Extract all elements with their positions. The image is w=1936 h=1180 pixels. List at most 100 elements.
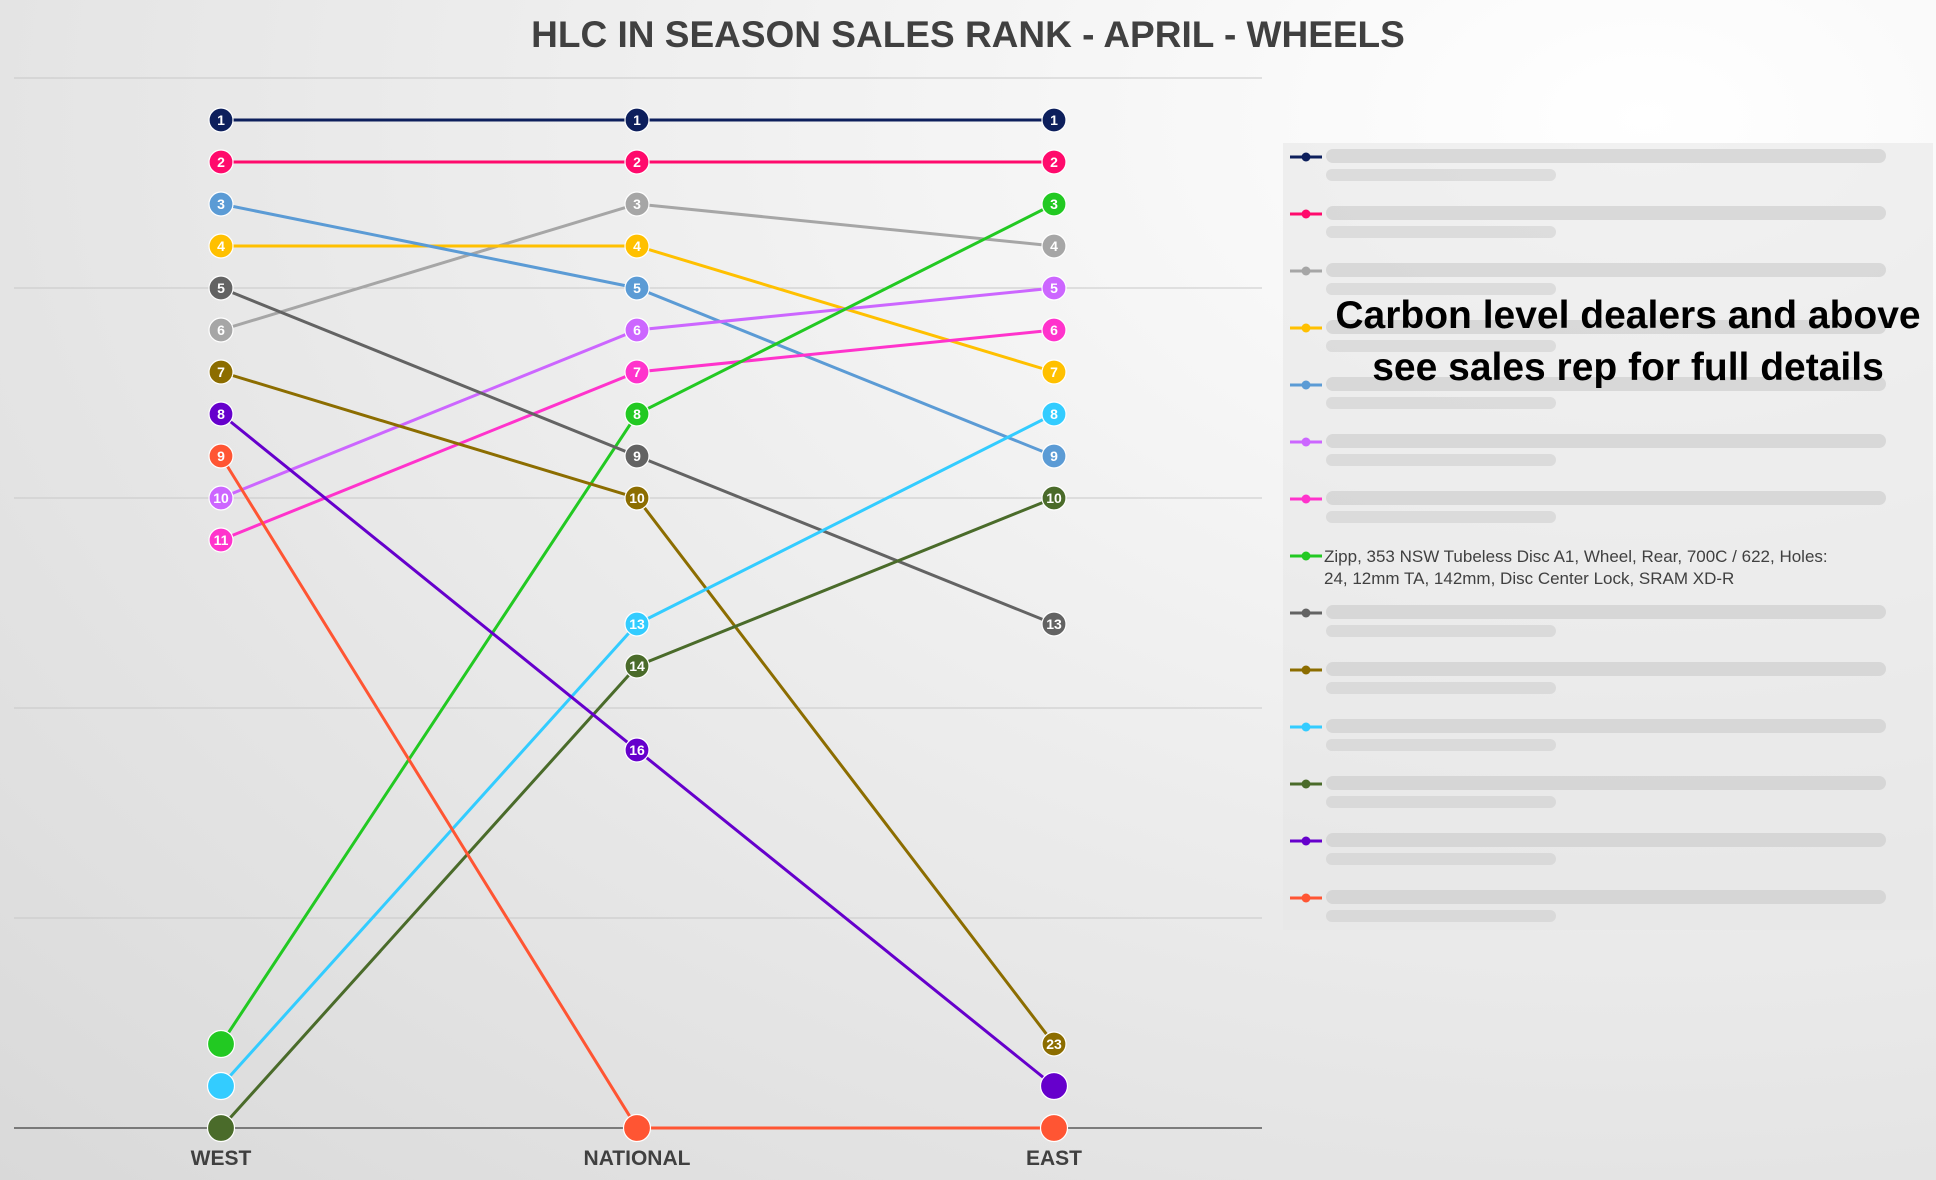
- data-label: 5: [1050, 280, 1058, 296]
- data-point: [1041, 443, 1067, 469]
- legend-entry-blurred: [1326, 910, 1556, 922]
- data-label: 6: [633, 322, 641, 338]
- legend-entry-blurred: [1326, 890, 1886, 904]
- data-point: [1041, 191, 1067, 217]
- data-label: 1: [1050, 112, 1058, 128]
- data-label: 8: [633, 406, 641, 422]
- data-label: 5: [633, 280, 641, 296]
- legend-entry-blurred: [1326, 377, 1886, 391]
- legend-entry-blurred: [1326, 340, 1556, 352]
- data-point: [624, 611, 650, 637]
- legend-marker-dot: [1301, 779, 1311, 789]
- data-label: 9: [217, 448, 225, 464]
- category-axis: WEST NATIONAL EAST: [191, 1147, 1083, 1170]
- data-point: [624, 737, 650, 763]
- data-label: 7: [633, 364, 641, 380]
- category-label: NATIONAL: [584, 1147, 691, 1170]
- data-point: [624, 443, 650, 469]
- overlay-line-2: see sales rep for full details: [1372, 346, 1884, 389]
- data-point: [208, 233, 234, 259]
- data-point: [624, 191, 650, 217]
- data-label: 1: [633, 112, 641, 128]
- legend-marker-dot: [1301, 722, 1311, 732]
- legend-entry-blurred: [1326, 434, 1886, 448]
- data-point: [624, 359, 650, 385]
- legend-entry-blurred: [1326, 263, 1886, 277]
- legend-entry-blurred: [1326, 169, 1556, 181]
- legend-marker-dot: [1301, 266, 1311, 276]
- data-point: [624, 149, 650, 175]
- category-label: EAST: [1026, 1147, 1082, 1170]
- legend-entry-blurred: [1326, 397, 1556, 409]
- legend-entry-blurred: [1326, 454, 1556, 466]
- data-point: [1041, 317, 1067, 343]
- legend-marker-dot: [1301, 551, 1311, 561]
- data-point: [1041, 401, 1067, 427]
- data-point: [208, 275, 234, 301]
- data-point: [624, 401, 650, 427]
- legend-marker-dot: [1301, 209, 1311, 219]
- data-point: [1041, 149, 1067, 175]
- data-point: [1039, 1071, 1069, 1101]
- data-point: [208, 527, 234, 553]
- legend-marker-dot: [1301, 494, 1311, 504]
- legend-entry-blurred: [1326, 719, 1886, 733]
- legend-entry-blurred: [1326, 625, 1556, 637]
- data-label: 10: [213, 490, 229, 506]
- data-label: 3: [633, 196, 641, 212]
- data-point: [1041, 611, 1067, 637]
- legend-entry-blurred: [1326, 283, 1556, 295]
- legend-entry-blurred: [1326, 320, 1886, 334]
- data-label: 16: [629, 742, 645, 758]
- legend-entry-blurred: [1326, 206, 1886, 220]
- series-line: [219, 455, 1054, 1130]
- data-point: [624, 485, 650, 511]
- data-label: 2: [217, 154, 225, 170]
- legend-marker-dot: [1301, 665, 1311, 675]
- data-label: 10: [629, 490, 645, 506]
- legend-entry-blurred: [1326, 491, 1886, 505]
- data-label: 11: [214, 532, 229, 548]
- legend-entry-blurred: [1326, 853, 1556, 865]
- data-label: 4: [1050, 238, 1058, 254]
- legend-entry-blurred: [1326, 662, 1886, 676]
- data-point: [624, 107, 650, 133]
- data-label: 8: [217, 406, 225, 422]
- data-point: [624, 233, 650, 259]
- legend-entry: Zipp, 353 NSW Tubeless Disc A1, Wheel, R…: [1324, 547, 1828, 588]
- legend-marker-dot: [1301, 437, 1311, 447]
- data-label: 5: [217, 280, 225, 296]
- data-point: [1041, 485, 1067, 511]
- overlay-line-1: Carbon level dealers and above: [1335, 294, 1920, 337]
- data-point: [206, 1113, 236, 1143]
- data-point: [624, 317, 650, 343]
- data-label: 3: [1050, 196, 1058, 212]
- data-label: 13: [629, 616, 645, 632]
- legend: Zipp, 353 NSW Tubeless Disc A1, Wheel, R…: [1290, 149, 1886, 922]
- legend-entry-blurred: [1326, 226, 1556, 238]
- legend-marker-dot: [1301, 608, 1311, 618]
- data-label: 2: [1050, 154, 1058, 170]
- category-label: WEST: [191, 1147, 252, 1170]
- data-point: [208, 149, 234, 175]
- data-label: 9: [633, 448, 641, 464]
- series-line: [221, 244, 1055, 374]
- data-point: [1039, 1113, 1069, 1143]
- data-point: [208, 317, 234, 343]
- data-label: 13: [1046, 616, 1062, 632]
- legend-marker-dot: [1301, 893, 1311, 903]
- data-label: 3: [217, 196, 225, 212]
- legend-marker-dot: [1301, 836, 1311, 846]
- legend-entry-blurred: [1326, 833, 1886, 847]
- legend-marker-dot: [1301, 323, 1311, 333]
- data-point: [1041, 275, 1067, 301]
- data-point: [206, 1029, 236, 1059]
- data-label: 6: [1050, 322, 1058, 338]
- legend-marker-dot: [1301, 380, 1311, 390]
- data-label: 2: [633, 154, 641, 170]
- data-point: [1041, 359, 1067, 385]
- data-label: 4: [633, 238, 641, 254]
- data-point: [622, 1113, 652, 1143]
- data-point: [624, 653, 650, 679]
- legend-entry-blurred: [1326, 776, 1886, 790]
